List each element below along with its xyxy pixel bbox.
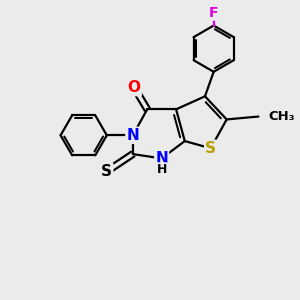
Text: N: N <box>155 151 168 166</box>
Text: CH₃: CH₃ <box>268 110 295 123</box>
Text: S: S <box>101 164 112 179</box>
Text: H: H <box>157 163 167 176</box>
Text: N: N <box>126 128 139 143</box>
Text: F: F <box>209 6 218 20</box>
Text: S: S <box>205 141 216 156</box>
Text: O: O <box>128 80 141 95</box>
